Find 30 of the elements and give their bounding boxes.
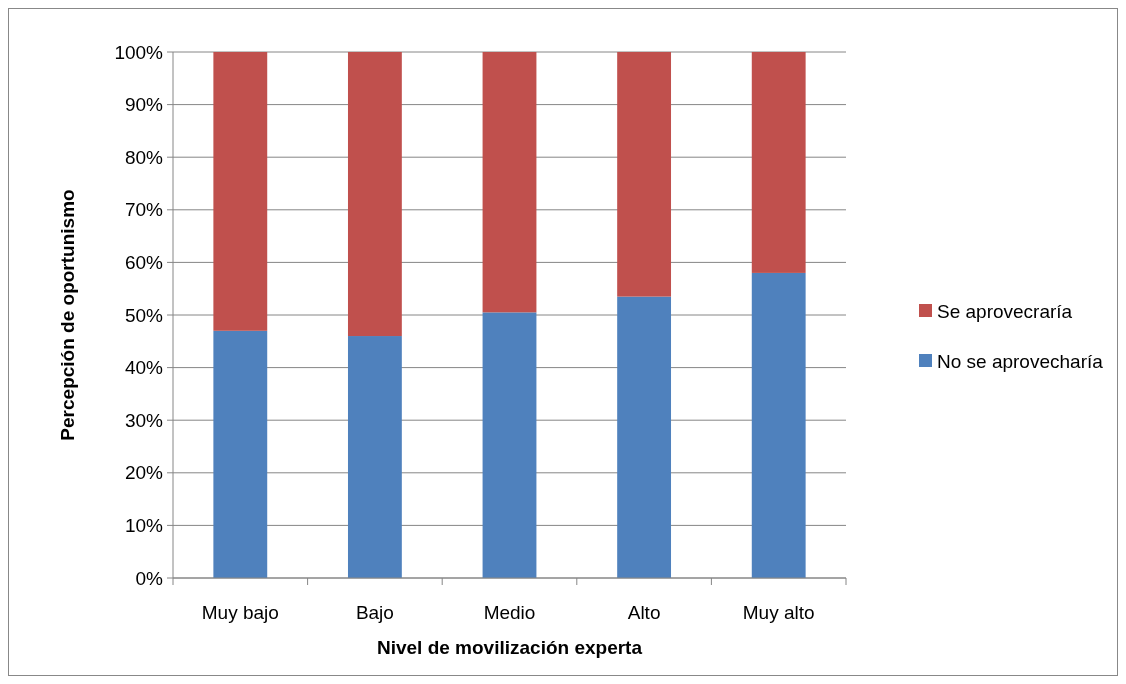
y-tick-label: 70% [124,199,164,221]
y-tick-label: 40% [124,357,164,379]
bar [617,52,672,297]
x-tick-label: Alto [627,602,661,623]
x-tick-label: Muy alto [742,602,815,623]
bar [751,272,806,578]
bar [213,52,268,331]
y-axis-title: Percepción de oportunismo [57,189,78,441]
y-tick-label: 50% [124,304,164,326]
bar [347,52,402,337]
y-tick-label: 0% [135,567,164,589]
y-tick-label: 10% [124,515,164,537]
x-tick-label: Muy bajo [201,602,279,623]
x-axis-title: Nivel de movilización experta [376,637,643,658]
x-tick-label: Medio [483,602,536,623]
y-tick-label: 100% [114,41,164,63]
y-tick-label: 30% [124,409,164,431]
y-tick-label: 90% [124,94,164,116]
bar [482,312,537,578]
legend-label: No se aprovecharía [937,350,1104,372]
bar [347,336,402,578]
bar [617,296,672,578]
bar [213,330,268,578]
legend-label: Se aprovecraría [937,300,1073,322]
x-tick-label: Bajo [355,602,394,623]
y-tick-label: 80% [124,146,164,168]
y-tick-label: 60% [124,252,164,274]
bar [482,52,537,313]
y-tick-label: 20% [124,462,164,484]
bar [751,52,806,273]
